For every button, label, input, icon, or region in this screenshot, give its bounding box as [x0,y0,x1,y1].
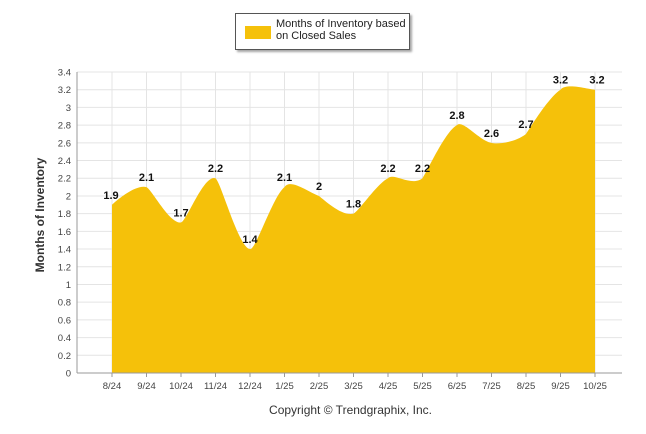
data-label: 2.7 [518,119,533,131]
x-tick-label: 8/25 [517,381,536,392]
area-fill [112,86,595,374]
y-tick-label: 1.2 [58,262,71,273]
data-label: 2.2 [208,163,223,175]
x-tick-label: 2/25 [310,381,329,392]
y-tick-label: 2.6 [58,138,71,149]
y-tick-label: 0 [66,369,71,380]
data-label: 1.7 [173,208,188,220]
x-tick-label: 8/24 [103,381,122,392]
x-tick-label: 5/25 [413,381,432,392]
data-label: 1.9 [103,190,118,202]
legend-label: Months of Inventory based on Closed Sale… [276,18,406,42]
x-tick-label: 9/24 [137,381,156,392]
legend: Months of Inventory based on Closed Sale… [235,13,410,50]
x-tick-label: 7/25 [482,381,501,392]
data-label: 2.6 [484,128,499,140]
data-label: 2 [316,181,322,193]
data-label: 1.8 [346,199,361,211]
data-label: 2.1 [139,172,154,184]
y-tick-label: 0.6 [58,315,71,326]
y-tick-label: 1.8 [58,209,71,220]
x-tick-label: 4/25 [379,381,398,392]
x-tick-label: 6/25 [448,381,467,392]
y-tick-label: 3 [66,103,71,114]
data-label: 3.2 [553,75,568,87]
y-tick-label: 0.8 [58,298,71,309]
data-label: 2.1 [277,172,292,184]
data-labels: 1.9 2.1 1.7 2.2 1.4 2.1 2 1.8 2.2 2.2 2.8 2.6 2.7 3.2… [103,75,604,246]
x-tick-label: 12/24 [238,381,262,392]
y-axis-title: Months of Inventory [33,157,47,273]
area-series [112,86,595,374]
y-tick-label: 2 [66,191,71,202]
y-tick-label: 1 [66,280,71,291]
y-tick-label: 1.4 [58,245,71,256]
data-label: 1.4 [242,234,258,246]
x-tick-label: 9/25 [551,381,570,392]
x-tick-label: 1/25 [275,381,294,392]
legend-swatch [245,26,271,39]
y-tick-label: 2.4 [58,156,71,167]
data-label: 2.8 [449,110,464,122]
y-tick-label: 3.4 [58,68,71,79]
x-tick-label: 11/24 [204,381,227,392]
data-label: 2.2 [380,163,395,175]
copyright-footer: Copyright © Trendgraphix, Inc. [269,403,432,417]
y-tick-label: 0.2 [58,351,71,362]
data-label: 3.2 [589,75,604,87]
x-tick-label: 10/25 [583,381,607,392]
y-tick-label: 3.2 [58,85,71,96]
axes: 0 0.2 0.4 0.6 0.8 1 1.2 1.4 1.6 1.8 2 2.2 2.4 2.6 2.8 3… [58,68,622,392]
x-tick-label: 3/25 [344,381,363,392]
y-tick-label: 0.4 [58,333,71,344]
data-label: 2.2 [415,163,430,175]
x-tick-label: 10/24 [169,381,193,392]
y-tick-label: 2.8 [58,121,71,132]
y-tick-label: 2.2 [58,174,71,185]
y-tick-label: 1.6 [58,227,71,238]
